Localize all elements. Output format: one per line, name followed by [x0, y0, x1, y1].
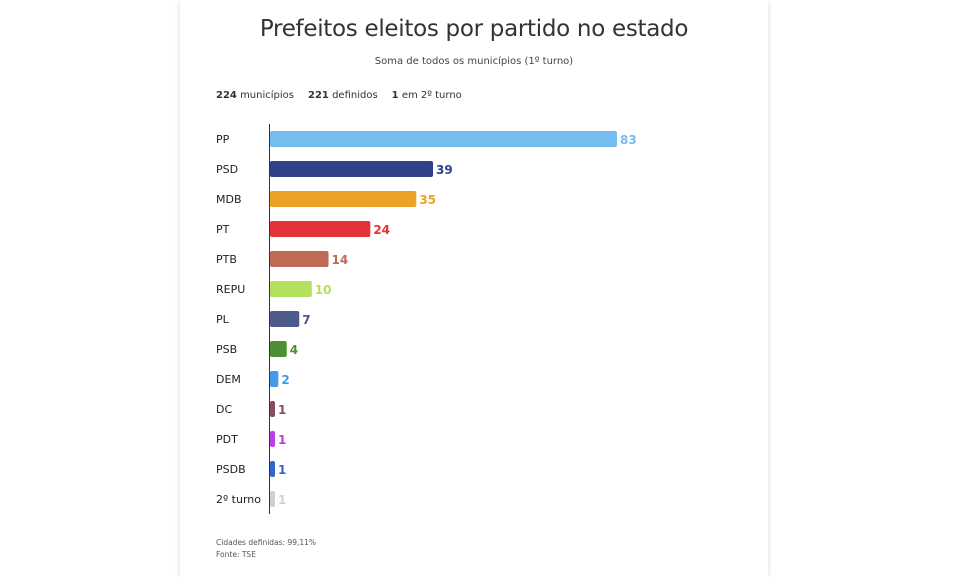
stat-municipios-value: 224	[216, 90, 237, 101]
value-label-ptb: 14	[332, 253, 349, 267]
category-label-dc: DC	[216, 403, 232, 416]
bar-repu[interactable]	[270, 281, 312, 297]
category-label-pp: PP	[216, 133, 230, 146]
bar-mdb[interactable]	[270, 191, 417, 207]
stat-definidos: 221 definidos	[308, 90, 378, 101]
value-label-mdb: 35	[419, 193, 436, 207]
bar-psb[interactable]	[270, 341, 287, 357]
bar-pdt[interactable]	[270, 431, 275, 447]
chart-subtitle: Soma de todos os municípios (1º turno)	[374, 56, 574, 67]
category-label-psd: PSD	[216, 163, 238, 176]
stat-municipios: 224 municípios	[216, 90, 294, 101]
category-label-ptb: PTB	[216, 253, 237, 266]
value-label-dem: 2	[281, 373, 289, 387]
bar-pt[interactable]	[270, 221, 371, 237]
bar-pl[interactable]	[270, 311, 300, 327]
category-label-dem: DEM	[216, 373, 241, 386]
value-label-dc: 1	[278, 403, 286, 417]
category-label-pl: PL	[216, 313, 230, 326]
category-label-psb: PSB	[216, 343, 237, 356]
value-label-pt: 24	[373, 223, 390, 237]
value-label-psd: 39	[436, 163, 453, 177]
stat-definidos-label: definidos	[332, 90, 378, 101]
bar-ptb[interactable]	[270, 251, 329, 267]
bar-dc[interactable]	[270, 401, 275, 417]
bar-psd[interactable]	[270, 161, 434, 177]
value-label-pp: 83	[620, 133, 637, 147]
bar-pp[interactable]	[270, 131, 617, 147]
stat-segundo-turno-label: em 2º turno	[401, 90, 462, 101]
stat-definidos-value: 221	[308, 90, 329, 101]
footer-fonte: Fonte: TSE	[216, 550, 256, 559]
bar-2-turno[interactable]	[270, 491, 275, 507]
chart-footer: Cidades definidas: 99,11% Fonte: TSE	[216, 537, 316, 561]
value-label-repu: 10	[315, 283, 332, 297]
category-label-repu: REPU	[216, 283, 245, 296]
stat-municipios-label: municípios	[240, 90, 294, 101]
bar-psdb[interactable]	[270, 461, 275, 477]
stat-segundo-turno: 1 em 2º turno	[392, 90, 462, 101]
category-label-mdb: MDB	[216, 193, 242, 206]
category-label-pt: PT	[216, 223, 230, 236]
category-label-pdt: PDT	[216, 433, 238, 446]
bar-dem[interactable]	[270, 371, 279, 387]
value-label-psb: 4	[290, 343, 298, 357]
footer-cidades-definidas: Cidades definidas: 99,11%	[216, 538, 317, 547]
category-axis-line	[269, 124, 270, 514]
value-label-pl: 7	[302, 313, 310, 327]
chart-title: Prefeitos eleitos por partido no estado	[259, 16, 689, 42]
value-label-psdb: 1	[278, 463, 286, 477]
summary-stats: 224 municípios 221 definidos 1 em 2º tur…	[216, 90, 462, 101]
category-label-psdb: PSDB	[216, 463, 246, 476]
stat-segundo-turno-value: 1	[391, 90, 399, 101]
category-label-2-turno: 2º turno	[216, 493, 261, 506]
value-label-2-turno: 1	[278, 493, 286, 507]
value-label-pdt: 1	[278, 433, 286, 447]
